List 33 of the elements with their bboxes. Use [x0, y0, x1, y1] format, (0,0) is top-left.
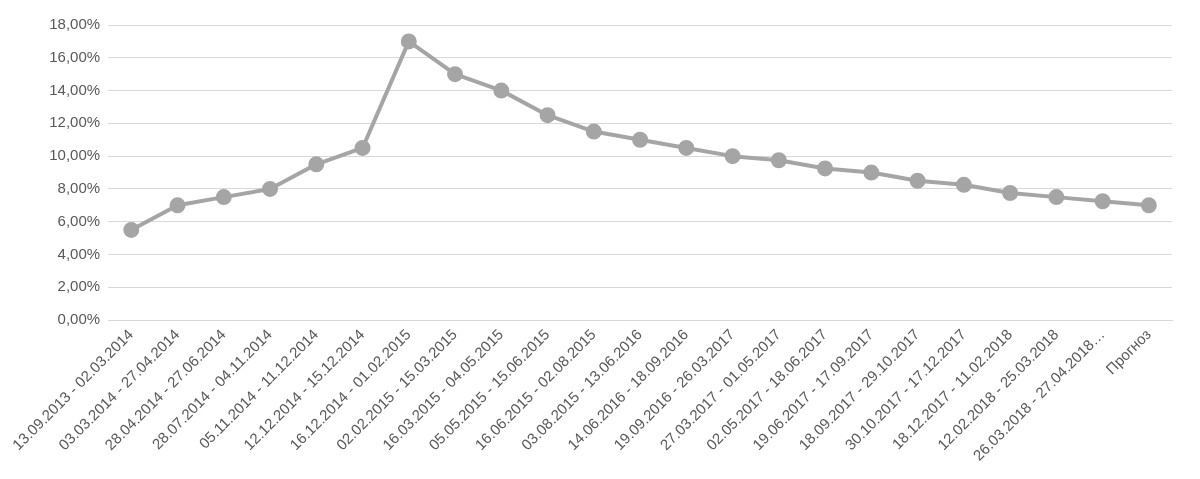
y-tick-label: 16,00%: [49, 47, 101, 65]
point: [955, 176, 972, 193]
point: [308, 156, 325, 173]
y-tick-label: 18,00%: [49, 15, 101, 33]
point: [354, 139, 371, 156]
point: [262, 180, 279, 197]
point: [1002, 185, 1019, 202]
y-tick-label: 0,00%: [57, 310, 101, 328]
point: [493, 82, 510, 99]
point: [817, 160, 834, 177]
point: [678, 139, 695, 156]
y-tick-label: 2,00%: [57, 277, 101, 295]
point: [632, 131, 649, 148]
y-tick-label: 4,00%: [57, 244, 101, 262]
point: [1094, 193, 1111, 210]
point: [539, 107, 556, 124]
y-tick-label: 6,00%: [57, 211, 101, 229]
point: [770, 152, 787, 169]
point: [1048, 189, 1065, 206]
point: [863, 164, 880, 181]
point: [123, 221, 140, 238]
point: [447, 66, 464, 83]
point: [724, 148, 741, 165]
y-tick-label: 10,00%: [49, 146, 101, 164]
point: [400, 33, 417, 50]
point: [215, 189, 232, 206]
point: [909, 172, 926, 189]
y-tick-label: 12,00%: [49, 113, 101, 131]
y-tick-label: 8,00%: [57, 179, 101, 197]
point: [585, 123, 602, 140]
point: [1140, 197, 1157, 214]
point: [169, 197, 186, 214]
y-tick-label: 14,00%: [49, 80, 101, 98]
